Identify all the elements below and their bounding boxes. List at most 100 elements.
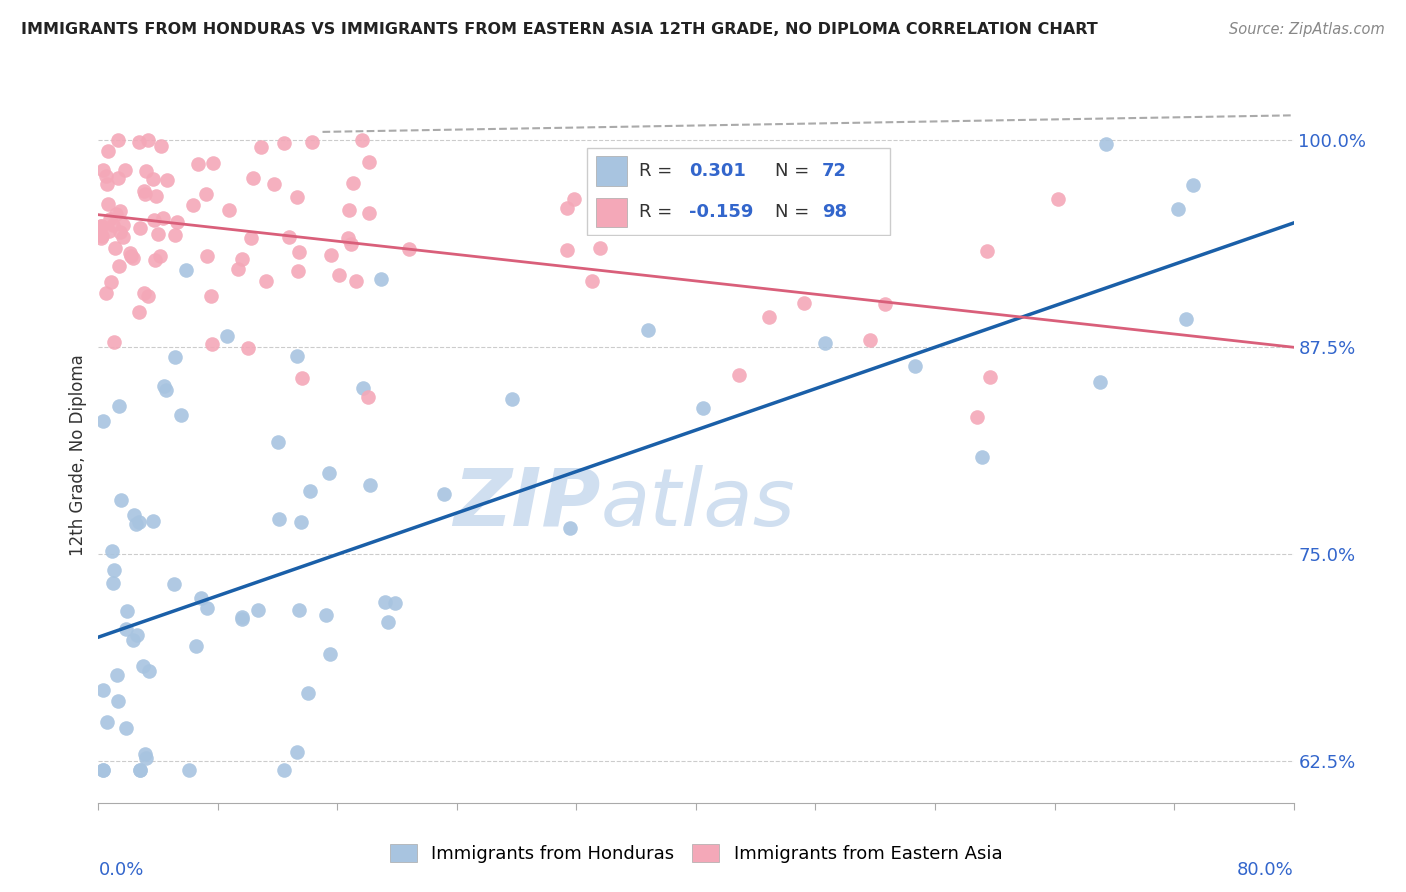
Point (122, 633, 145, 648)
Point (128, 135, 150, 149)
Point (103, 563, 125, 577)
Point (107, 399, 129, 413)
Point (297, 686, 319, 700)
Point (319, 647, 342, 661)
Point (132, 184, 155, 198)
Point (231, 609, 253, 624)
Point (288, 603, 311, 617)
Point (357, 206, 380, 220)
Point (143, 212, 166, 227)
Point (195, 249, 218, 263)
Point (215, 329, 238, 343)
Point (90, 229, 112, 244)
Point (128, 221, 150, 235)
Point (328, 268, 350, 282)
Point (112, 218, 135, 232)
Point (287, 264, 309, 278)
FancyBboxPatch shape (586, 148, 890, 235)
Point (377, 615, 399, 629)
Point (273, 763, 295, 777)
Point (142, 514, 165, 528)
Point (138, 288, 160, 302)
Y-axis label: 12th Grade, No Diploma: 12th Grade, No Diploma (69, 354, 87, 556)
Point (692, 401, 714, 416)
Point (124, 508, 146, 522)
Point (108, 259, 131, 273)
Point (134, 186, 156, 201)
Point (247, 603, 270, 617)
Point (100, 275, 122, 289)
Point (792, 295, 814, 310)
Point (250, 140, 273, 154)
Point (202, 156, 225, 170)
Point (97, 224, 120, 238)
Point (105, 668, 128, 682)
Point (1094, 137, 1116, 152)
Point (118, 245, 141, 260)
Point (190, 591, 212, 606)
Text: Source: ZipAtlas.com: Source: ZipAtlas.com (1229, 22, 1385, 37)
Point (104, 241, 127, 255)
Point (581, 274, 603, 288)
Point (134, 747, 156, 761)
Point (128, 516, 150, 530)
Point (128, 763, 150, 777)
Text: 0.301: 0.301 (689, 162, 745, 180)
Point (184, 639, 207, 653)
Point (299, 484, 322, 499)
Point (163, 228, 186, 243)
Point (1167, 202, 1189, 216)
Point (970, 450, 993, 464)
Point (165, 350, 187, 364)
Point (195, 600, 218, 615)
Point (96, 169, 118, 184)
Text: 80.0%: 80.0% (1237, 861, 1294, 879)
Point (558, 521, 581, 535)
Point (107, 170, 129, 185)
Point (91, 683, 114, 698)
Point (273, 136, 295, 150)
Point (350, 133, 373, 147)
Point (240, 230, 263, 244)
Point (177, 763, 200, 777)
Point (374, 595, 396, 609)
Point (637, 323, 659, 337)
Point (357, 391, 380, 405)
Point (263, 177, 285, 191)
Point (166, 215, 188, 229)
Point (104, 207, 127, 221)
Point (148, 227, 170, 242)
Point (254, 274, 277, 288)
Text: ZIP: ZIP (453, 465, 600, 542)
Point (149, 249, 172, 263)
Point (107, 133, 129, 147)
Point (91, 763, 114, 777)
Point (96, 715, 118, 730)
Point (226, 262, 249, 277)
Point (976, 244, 998, 259)
Point (135, 751, 157, 765)
Text: IMMIGRANTS FROM HONDURAS VS IMMIGRANTS FROM EASTERN ASIA 12TH GRADE, NO DIPLOMA : IMMIGRANTS FROM HONDURAS VS IMMIGRANTS F… (21, 22, 1098, 37)
Point (120, 249, 142, 263)
Point (115, 604, 138, 618)
Point (110, 492, 132, 507)
Point (1174, 311, 1197, 326)
Point (359, 155, 381, 169)
Text: 72: 72 (821, 162, 846, 180)
Point (758, 310, 780, 324)
Point (107, 694, 129, 708)
Legend: Immigrants from Honduras, Immigrants from Eastern Asia: Immigrants from Honduras, Immigrants fro… (382, 837, 1010, 871)
Point (236, 341, 259, 355)
Point (195, 186, 218, 201)
Point (731, 194, 754, 208)
Point (90, 219, 112, 233)
Point (319, 248, 342, 262)
Point (1090, 375, 1112, 389)
Point (291, 371, 314, 385)
Point (875, 297, 897, 311)
Point (344, 274, 367, 288)
Point (91, 414, 114, 428)
Point (153, 379, 176, 393)
Point (115, 623, 138, 637)
Point (121, 251, 143, 265)
